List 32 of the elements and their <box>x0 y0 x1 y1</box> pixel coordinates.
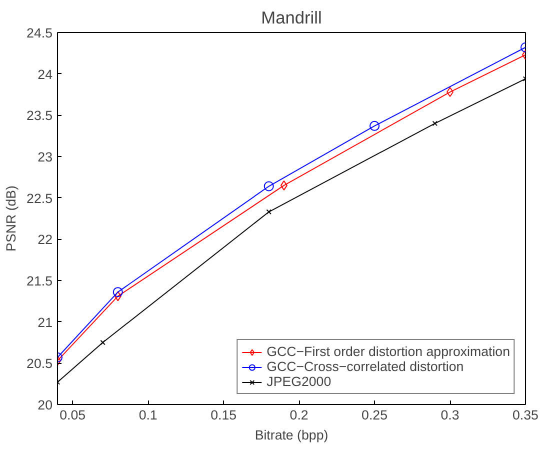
legend-label: GCC−First order distortion approximation <box>266 344 510 359</box>
x-tick-label: 0.2 <box>290 408 308 422</box>
x-tick-label: 0.15 <box>210 408 237 422</box>
y-tick-label: 22.5 <box>26 190 53 206</box>
point <box>370 120 380 131</box>
y-tick-label: 23 <box>38 150 53 164</box>
y-tick-label: 20.5 <box>26 356 53 372</box>
point <box>280 180 288 190</box>
y-tick-label: 24.5 <box>26 26 53 40</box>
y-tick-label: 21 <box>38 314 53 330</box>
point <box>114 291 122 302</box>
x-tick-label: 0.3 <box>440 408 460 422</box>
point <box>432 120 438 126</box>
point <box>100 340 106 346</box>
y-tick-label: 21.5 <box>26 274 53 288</box>
point <box>112 287 123 298</box>
x-tick-label: 0.1 <box>138 408 158 422</box>
y-tick-label: 22 <box>38 232 53 248</box>
chart-title: Mandrill <box>261 8 322 28</box>
x-tick-label: 0.05 <box>60 408 86 422</box>
point <box>446 87 454 98</box>
point <box>264 181 274 192</box>
legend-label: GCC−Cross−correlated distortion <box>266 359 464 374</box>
y-tick-label: 20 <box>38 398 53 412</box>
legend-label: JPEG2000 <box>266 374 332 389</box>
point <box>266 209 272 215</box>
x-tick-label: 0.35 <box>512 408 538 422</box>
x-tick-label: 0.25 <box>362 408 388 422</box>
y-tick-label: 23.5 <box>26 108 53 124</box>
y-axis-title: PSNR (dB) <box>4 186 19 252</box>
y-tick-label: 24 <box>38 66 54 82</box>
x-axis-title: Bitrate (bpp) <box>254 428 328 442</box>
